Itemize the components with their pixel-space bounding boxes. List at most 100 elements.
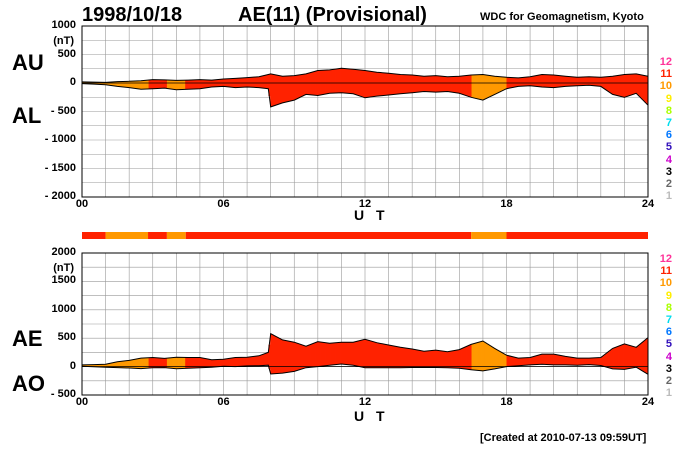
upper-fill-bar [551, 74, 554, 88]
upper-level-legend-7: 7 [665, 117, 672, 129]
lower-fill-bar [508, 355, 511, 367]
lower-fill-bar [350, 342, 353, 365]
lower-fill-bar [180, 357, 183, 369]
lower-fill-bar [454, 350, 457, 369]
lower-level-legend-6: 6 [665, 326, 672, 339]
upper-fill-bar [246, 77, 249, 88]
lower-fill-bar [634, 347, 637, 368]
lower-fill-bar [341, 342, 344, 365]
lower-fill-bar [643, 341, 646, 372]
lower-fill-bar [383, 344, 386, 368]
upper-fill-bar [401, 74, 404, 94]
lower-fill-bar [503, 353, 506, 368]
upper-fill-bar [343, 68, 346, 93]
lower-fill-bar [568, 356, 571, 365]
upper-fill-bar [441, 76, 444, 92]
lower-fill-bar [449, 351, 452, 368]
lower-fill-bar [273, 335, 276, 374]
lower-fill-bar [326, 343, 329, 366]
upper-fill-bar [498, 76, 501, 93]
lower-fill-bar [123, 360, 126, 368]
upper-fill-bar [439, 76, 442, 92]
lower-fill-bar [394, 346, 398, 368]
upper-fill-bar [181, 80, 184, 90]
lower-level-legend-2: 2 [665, 375, 672, 387]
upper-fill-bar [379, 72, 383, 96]
upper-fill-bar [453, 76, 456, 93]
lower-fill-bar [608, 351, 611, 368]
lower-fill-bar [629, 345, 632, 369]
upper-fill-bar [486, 75, 489, 98]
upper-al-line [81, 83, 649, 108]
upper-fill-bar [125, 81, 128, 88]
upper-fill-bar [639, 74, 642, 98]
upper-fill-bar [371, 71, 374, 97]
lower-fill-bar [206, 359, 209, 368]
lower-fill-bar [619, 345, 622, 370]
upper-fill-bar [626, 74, 629, 97]
lower-fill-bar [639, 343, 642, 370]
lower-fill-bar [203, 358, 206, 368]
lower-fill-bar [594, 357, 597, 366]
upper-fill-bar [133, 81, 136, 89]
lower-fill-bar [386, 344, 389, 368]
lower-x-tick-label: 06 [217, 396, 230, 408]
lower-fill-bar [116, 361, 120, 368]
lower-fill-bar [623, 344, 626, 370]
lower-fill-bar [411, 349, 414, 368]
lower-fill-bar [546, 354, 549, 365]
lower-fill-bar [176, 357, 179, 369]
upper-fill-bar [594, 77, 597, 86]
lower-fill-bar [101, 364, 105, 368]
lower-fill-bar [301, 344, 304, 369]
upper-fill-bar [146, 80, 149, 89]
lower-fill-bar [310, 344, 313, 368]
upper-fill-bar [466, 75, 469, 96]
upper-fill-bar [406, 74, 409, 94]
lower-fill-bar [85, 364, 88, 367]
upper-fill-bar [484, 74, 487, 99]
lower-fill-bar [216, 359, 219, 367]
lower-fill-bar [96, 364, 100, 367]
upper-fill-bar [290, 75, 293, 101]
upper-fill-bar [310, 72, 313, 95]
activity-bar-segment [471, 232, 507, 239]
upper-fill-bar [489, 75, 492, 97]
upper-level-legend-1: 1 [665, 190, 672, 203]
upper-fill-bar [553, 75, 556, 88]
lower-fill-bar [128, 360, 131, 369]
lower-fill-bar [621, 344, 624, 370]
upper-fill-bar [584, 76, 587, 86]
upper-fill-bar [566, 76, 569, 87]
upper-fill-bar [613, 75, 616, 95]
lower-fill-bar [518, 358, 521, 366]
lower-fill-bar [436, 350, 439, 368]
upper-fill-bar [363, 70, 366, 98]
lower-fill-bar [633, 346, 636, 368]
upper-fill-bar [631, 74, 634, 95]
upper-fill-bar [135, 80, 138, 89]
lower-fill-bar [389, 345, 393, 368]
upper-fill-bar [464, 75, 467, 96]
upper-fill-bar [140, 80, 143, 90]
upper-fill-bar [241, 77, 244, 88]
lower-fill-bar [523, 357, 526, 366]
upper-fill-bar [473, 74, 476, 98]
lower-fill-bar [185, 357, 188, 369]
upper-fill-bar [461, 75, 464, 95]
upper-fill-bar [108, 82, 111, 86]
upper-fill-bar [421, 76, 424, 92]
upper-fill-bar [260, 76, 263, 88]
lower-fill-bar [175, 357, 178, 369]
lower-fill-bar [566, 356, 569, 365]
lower-fill-bar [316, 341, 319, 367]
lower-fill-bar [581, 358, 584, 365]
lower-fill-bar [215, 359, 218, 367]
lower-fill-bar [591, 357, 594, 365]
lower-fill-bar [88, 364, 91, 367]
lower-x-tick-label: 18 [500, 396, 513, 408]
upper-fill-bar [263, 75, 266, 89]
lower-fill-bar [374, 342, 378, 368]
upper-fill-bar [554, 75, 557, 88]
activity-bar-segment [82, 232, 106, 239]
